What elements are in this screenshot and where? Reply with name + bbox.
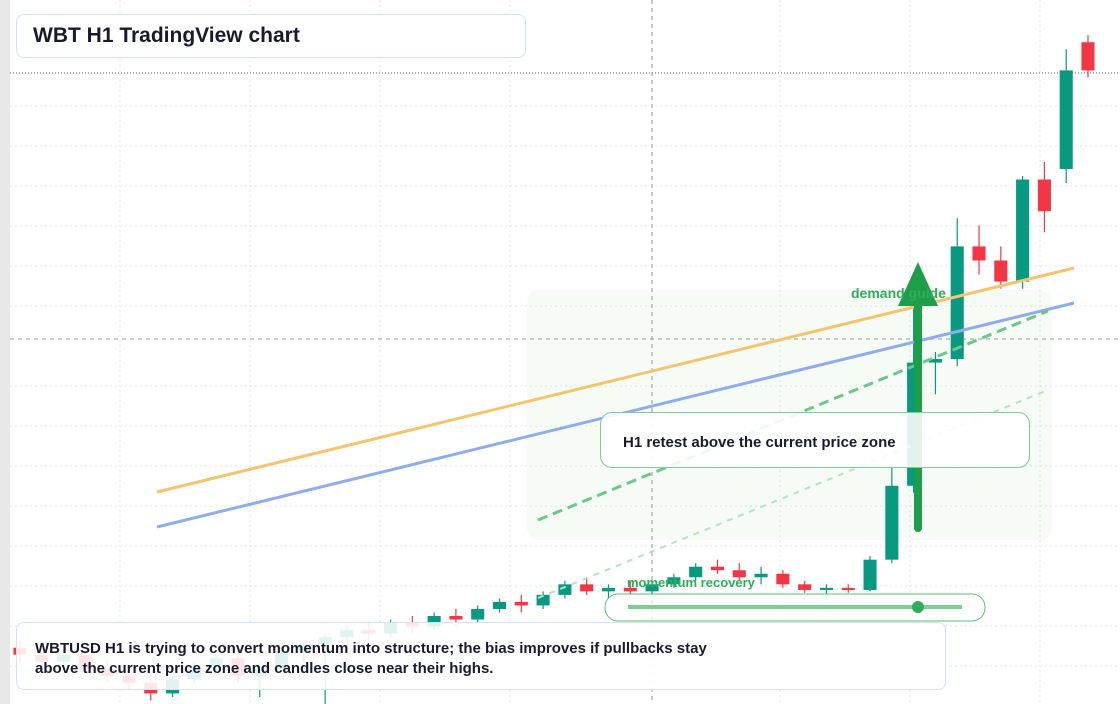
candle-body: [732, 570, 746, 578]
candle-body: [776, 573, 790, 585]
candle-body: [841, 587, 855, 590]
candle-body: [667, 577, 681, 585]
candle-body: [1059, 70, 1073, 169]
candle-body: [710, 566, 725, 571]
candle-body: [492, 601, 507, 609]
candle-body: [514, 601, 528, 606]
candle-body: [972, 246, 986, 261]
candle-body: [863, 559, 877, 590]
momentum-dot: [912, 601, 924, 613]
candle-body: [427, 616, 441, 627]
candle-body: [819, 587, 833, 590]
candle-body: [754, 573, 768, 578]
candle-body: [580, 584, 594, 592]
candle-body: [689, 566, 703, 578]
candle-body: [623, 587, 637, 592]
candle-body: [1016, 179, 1030, 282]
candle-body: [471, 608, 485, 620]
candle-body: [1037, 179, 1051, 212]
candle-body: [645, 584, 659, 592]
arrow-head: [898, 262, 938, 306]
candle-body: [885, 485, 899, 560]
candle-body: [950, 246, 964, 360]
candle-body: [449, 616, 463, 620]
momentum-label: momentum recovery: [627, 575, 756, 590]
candle-body: [928, 359, 942, 363]
demand-label: demand guide: [851, 285, 946, 301]
candle-body: [601, 587, 616, 592]
candle-body: [994, 260, 1008, 282]
candle-body: [558, 584, 572, 595]
candle-body: [1081, 42, 1095, 71]
caption-text: WBTUSD H1 is trying to convert momentum …: [35, 640, 707, 677]
caption: WBTUSD H1 is trying to convert momentum …: [16, 622, 946, 690]
left-strip: [0, 0, 10, 704]
title: WBT H1 TradingView chart: [16, 14, 526, 58]
retest-callout: H1 retest above the current price zone: [600, 412, 1030, 468]
candle-body: [798, 584, 812, 590]
candle-body: [536, 594, 550, 606]
